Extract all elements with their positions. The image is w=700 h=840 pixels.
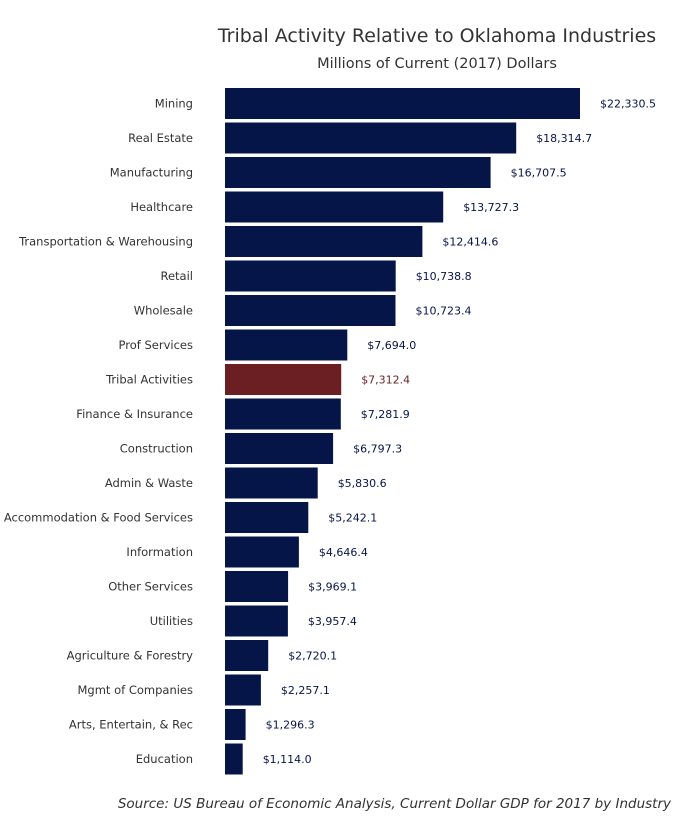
bar (225, 467, 318, 499)
bar (225, 536, 299, 568)
bar (225, 122, 517, 154)
category-label: Wholesale (134, 304, 193, 318)
value-label: $12,414.6 (442, 236, 498, 249)
value-label: $18,314.7 (536, 132, 592, 145)
category-label: Transportation & Warehousing (18, 235, 193, 249)
value-label: $5,830.6 (338, 477, 387, 490)
bar (225, 433, 334, 464)
value-label: $3,957.4 (308, 615, 357, 628)
category-label: Construction (120, 442, 193, 456)
value-label: $16,707.5 (511, 167, 567, 180)
chart-subtitle: Millions of Current (2017) Dollars (317, 56, 557, 72)
category-label: Retail (161, 269, 194, 283)
value-label: $2,720.1 (288, 650, 337, 663)
bar (225, 605, 288, 637)
category-label: Arts, Entertain, & Rec (69, 718, 193, 732)
bar (225, 743, 243, 775)
category-label: Tribal Activities (105, 373, 193, 387)
category-label: Manufacturing (110, 166, 193, 180)
bar (225, 398, 341, 430)
category-label: Education (136, 752, 193, 766)
value-label: $5,242.1 (328, 512, 377, 525)
bar (225, 157, 491, 188)
value-label: $13,727.3 (463, 201, 519, 214)
category-label: Finance & Insurance (76, 407, 193, 421)
bar (225, 674, 261, 706)
bar (225, 260, 396, 292)
bar (225, 709, 246, 740)
category-label: Other Services (108, 580, 193, 594)
value-label: $10,723.4 (416, 305, 472, 318)
bar (225, 502, 309, 533)
bar (225, 571, 289, 602)
value-label: $7,281.9 (361, 408, 410, 421)
value-label: $1,296.3 (266, 719, 315, 732)
bar-highlight (225, 364, 342, 395)
bar (225, 88, 580, 119)
category-label: Utilities (150, 614, 193, 628)
category-label: Agriculture & Forestry (67, 649, 194, 663)
bar (225, 226, 423, 257)
category-label: Healthcare (130, 200, 193, 214)
value-label: $10,738.8 (416, 270, 472, 283)
value-label: $22,330.5 (600, 98, 656, 111)
category-label: Admin & Waste (105, 476, 193, 490)
category-label: Mining (155, 97, 193, 111)
category-label: Prof Services (119, 338, 193, 352)
category-label: Mgmt of Companies (78, 683, 194, 697)
value-label: $6,797.3 (353, 443, 402, 456)
source-note: Source: US Bureau of Economic Analysis, … (118, 796, 672, 812)
bar (225, 191, 444, 223)
value-label: $3,969.1 (308, 581, 357, 594)
bar (225, 295, 396, 326)
category-label: Information (126, 545, 193, 559)
bar (225, 640, 269, 671)
value-label: $4,646.4 (319, 546, 368, 559)
value-label: $7,312.4 (361, 374, 410, 387)
bar (225, 329, 348, 361)
category-label: Real Estate (128, 131, 193, 145)
value-label: $7,694.0 (367, 339, 416, 352)
bars-group: Mining $22,330.5 Real Estate $18,314.7 Manuf… (4, 88, 656, 775)
value-label: $2,257.1 (281, 684, 330, 697)
value-label: $1,114.0 (263, 753, 312, 766)
category-label: Accommodation & Food Services (4, 511, 193, 525)
chart-title: Tribal Activity Relative to Oklahoma Ind… (217, 25, 656, 47)
